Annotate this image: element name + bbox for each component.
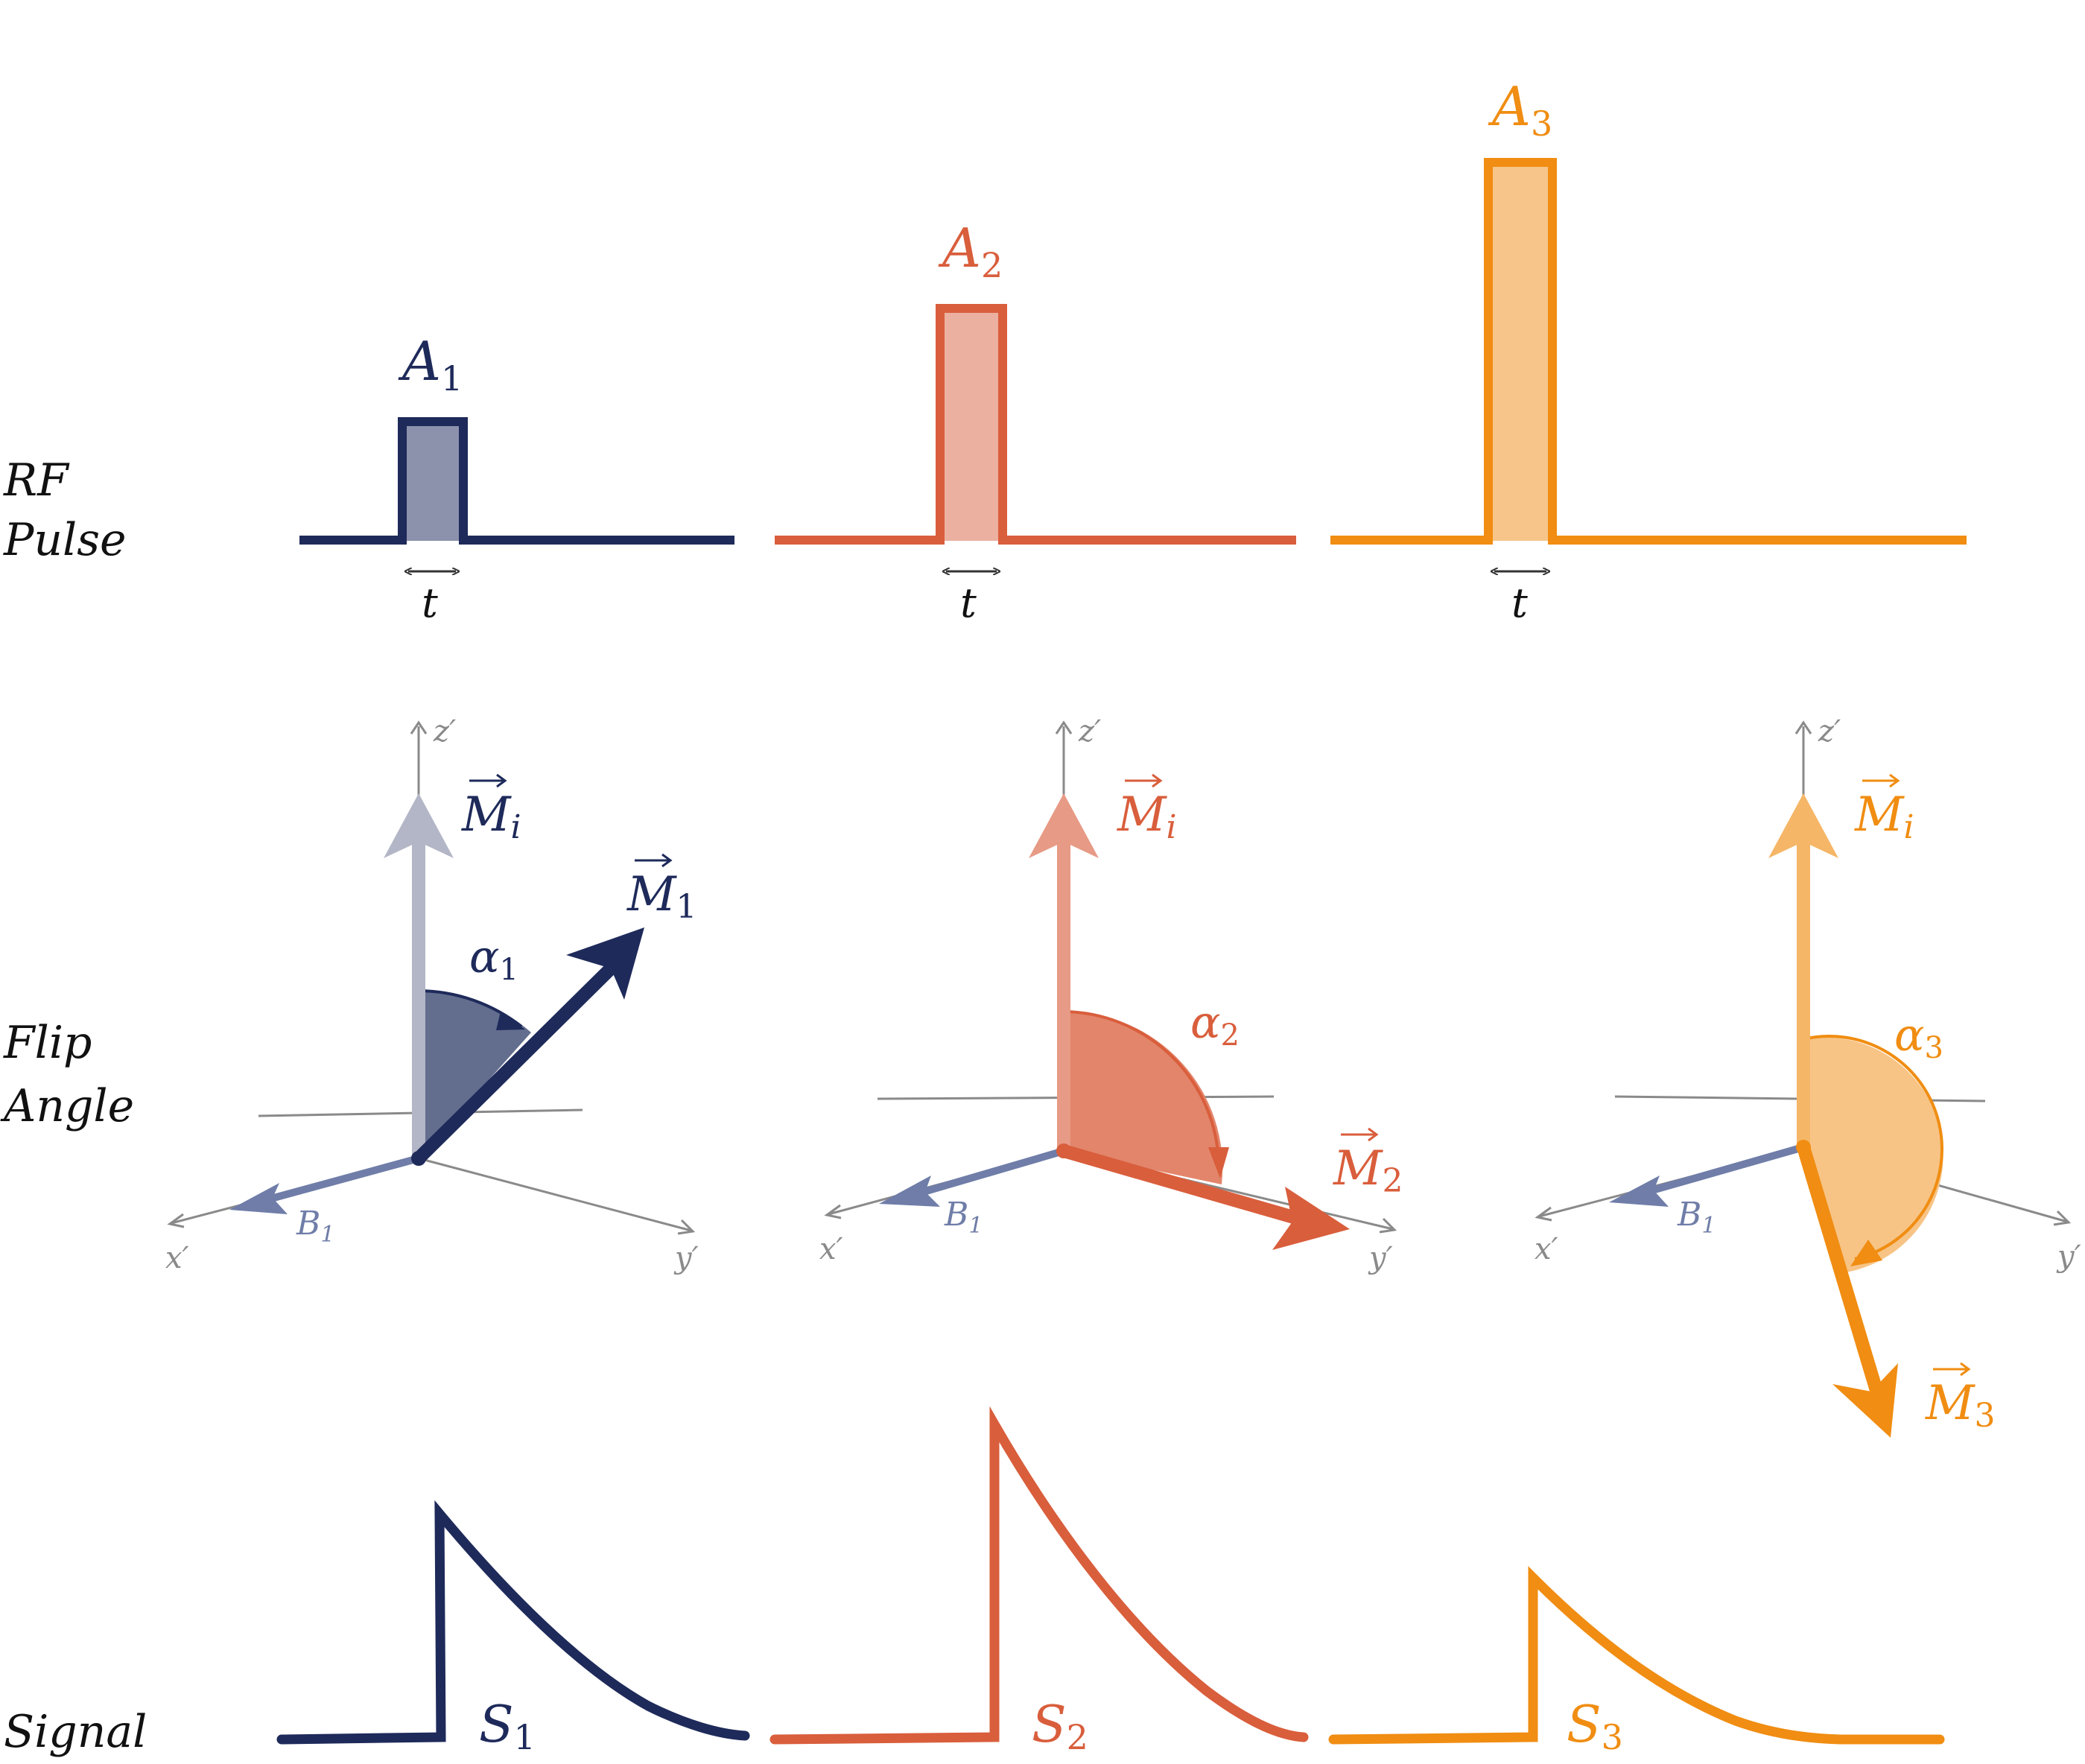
flip-diagram-1: z′ x′ y′ B1 Mi M1 α1 bbox=[165, 714, 699, 1275]
m3-vector bbox=[1797, 1145, 1884, 1395]
duration-label-2: t bbox=[960, 580, 977, 626]
y-axis-label-3: y′ bbox=[2056, 1240, 2081, 1274]
y-axis-label-2: y′ bbox=[1368, 1241, 1393, 1275]
x-axis-label-2: x′ bbox=[819, 1232, 843, 1266]
mi-label-1: Mi bbox=[461, 787, 521, 846]
duration-label-1: t bbox=[422, 580, 438, 626]
amplitude-label-2: A2 bbox=[938, 217, 1003, 285]
amplitude-label-1: A1 bbox=[398, 330, 463, 399]
row-label-signal: Signal bbox=[4, 1706, 147, 1758]
signal-label-1: S1 bbox=[479, 1695, 536, 1757]
angle-wedge-2 bbox=[1064, 1011, 1223, 1184]
z-axis-label-1: z′ bbox=[433, 714, 456, 749]
signal-2: S2 bbox=[769, 1406, 1309, 1757]
signal-label-3: S3 bbox=[1567, 1695, 1623, 1757]
b1-label-2: B1 bbox=[944, 1196, 983, 1239]
magnetization-label-3: M3 bbox=[1925, 1376, 1996, 1435]
b1-vector-2 bbox=[922, 1147, 1065, 1196]
mi-label-2: Mi bbox=[1117, 787, 1177, 846]
magnetization-label-2: M2 bbox=[1333, 1141, 1403, 1200]
z-axis-label-2: z′ bbox=[1078, 714, 1101, 749]
y-axis-label-1: y′ bbox=[673, 1241, 699, 1275]
angle-wedge-1 bbox=[419, 990, 531, 1158]
signal-3: S3 bbox=[1328, 1566, 1945, 1757]
m2-vector bbox=[1061, 1144, 1298, 1225]
signal-label-2: S2 bbox=[1032, 1695, 1088, 1757]
mi-label-3: Mi bbox=[1854, 787, 1914, 846]
rf-pulse-2: t A2 bbox=[775, 217, 1296, 626]
angle-wedge-3 bbox=[1803, 1037, 1943, 1272]
signal-1: S1 bbox=[276, 1500, 750, 1757]
b1-vector-3 bbox=[1651, 1143, 1805, 1194]
b1-label-3: B1 bbox=[1677, 1196, 1716, 1239]
row-label-pulse: Pulse bbox=[3, 514, 127, 566]
amplitude-label-3: A3 bbox=[1488, 75, 1552, 144]
row-label-rf: RF bbox=[3, 454, 70, 507]
row-label-angle: Angle bbox=[0, 1080, 134, 1132]
flip-diagram-2: z′ x′ y′ B1 Mi M2 α2 bbox=[819, 714, 1403, 1275]
x-axis-label-3: x′ bbox=[1535, 1232, 1558, 1266]
duration-label-3: t bbox=[1511, 580, 1528, 626]
b1-label-1: B1 bbox=[296, 1205, 334, 1248]
z-axis-label-3: z′ bbox=[1818, 714, 1841, 749]
x-axis-label-1: x′ bbox=[165, 1241, 189, 1275]
angle-label-2: α2 bbox=[1190, 997, 1240, 1053]
rf-pulse-1: t A1 bbox=[299, 330, 734, 626]
row-label-flip: Flip bbox=[3, 1017, 92, 1069]
flip-diagram-3: z′ x′ y′ B1 Mi M3 α3 bbox=[1535, 714, 2081, 1438]
m1-vector bbox=[413, 963, 616, 1164]
rf-pulse-3: t A3 bbox=[1330, 75, 1967, 626]
angle-label-1: α1 bbox=[469, 931, 518, 987]
magnetization-label-1: M1 bbox=[626, 867, 697, 926]
angle-label-3: α3 bbox=[1894, 1009, 1943, 1065]
b1-vector-1 bbox=[267, 1155, 420, 1203]
